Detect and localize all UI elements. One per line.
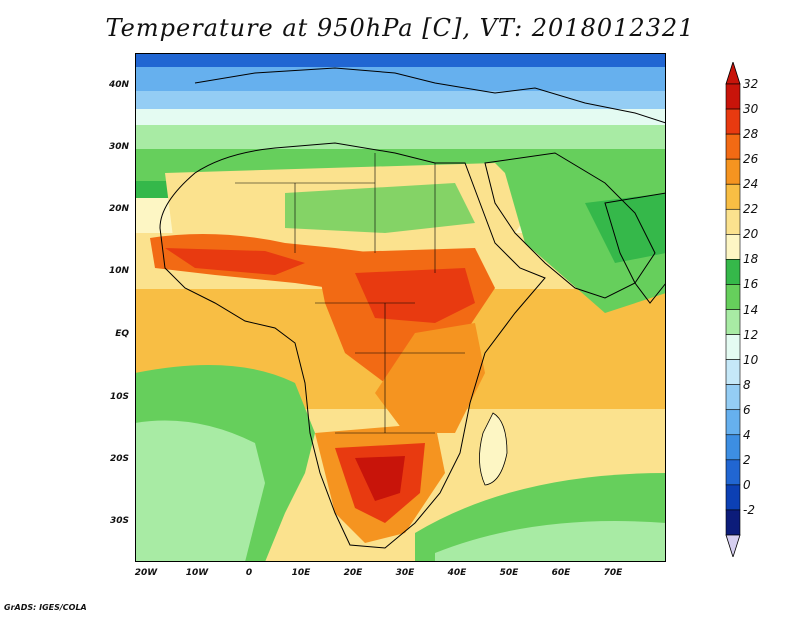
legend-swatch	[725, 459, 741, 486]
legend-swatch	[725, 234, 741, 260]
legend-swatch	[725, 208, 741, 235]
legend-label: 10	[743, 352, 759, 367]
legend-swatch	[725, 334, 741, 360]
lon-label-40e: 40E	[447, 568, 467, 578]
lat-label-20n: 20N	[108, 204, 129, 214]
legend-swatch	[725, 434, 741, 461]
sahara-green	[285, 183, 475, 233]
lat-label-eq: EQ	[115, 329, 129, 339]
lon-label-0: 0	[245, 568, 253, 578]
legend-label: -2	[743, 502, 755, 517]
legend-swatch	[725, 284, 741, 310]
legend-label: 2	[743, 452, 751, 467]
lon-label-20e: 20E	[343, 568, 363, 578]
legend-label: 28	[743, 127, 759, 142]
legend-swatch	[725, 384, 741, 411]
legend-swatch	[725, 183, 741, 210]
lon-label-70e: 70E	[603, 568, 623, 578]
south-ocean-lightgreen	[435, 521, 666, 562]
country-borders	[235, 153, 465, 434]
legend-label: 12	[743, 327, 759, 342]
legend-label: 32	[743, 77, 759, 91]
legend-label: 30	[743, 102, 759, 117]
legend-label: 16	[743, 277, 759, 292]
legend-swatch	[725, 484, 741, 511]
madagascar	[479, 412, 508, 486]
southern-africa-darkred	[355, 456, 405, 501]
legend-swatch	[725, 259, 741, 285]
color-legend	[725, 62, 741, 557]
legend-label: 6	[743, 402, 751, 417]
lat-label-20s: 20S	[109, 454, 129, 464]
legend-swatch	[725, 409, 741, 436]
lon-label-50e: 50E	[499, 568, 519, 578]
legend-label: 18	[743, 252, 759, 267]
lat-label-10s: 10S	[109, 392, 129, 402]
legend-swatch	[725, 158, 741, 185]
legend-swatch	[725, 133, 741, 160]
lat-label-30s: 30S	[109, 516, 129, 526]
africa-coastline	[159, 142, 546, 549]
lon-label-60e: 60E	[551, 568, 571, 578]
legend-swatch	[725, 83, 741, 110]
temperature-map	[135, 53, 666, 562]
india-coastline	[604, 192, 666, 304]
legend-bottom-arrow	[725, 534, 741, 557]
arabia-pale	[585, 193, 666, 263]
west-africa-very-hot	[165, 248, 305, 275]
lat-label-40n: 40N	[108, 80, 129, 90]
east-africa-orange	[375, 323, 485, 433]
legend-label: 14	[743, 302, 759, 317]
legend-label: 22	[743, 202, 759, 217]
lon-label-10e: 10E	[291, 568, 311, 578]
europe-coastline	[194, 67, 666, 124]
lon-label-20w: 20W	[134, 568, 158, 578]
lat-label-10n: 10N	[108, 266, 129, 276]
south-atlantic-lightgreen	[135, 420, 265, 562]
arabia-coastline	[484, 152, 656, 299]
lat-label-30n: 30N	[108, 142, 129, 152]
legend-swatch	[725, 359, 741, 385]
grads-credit: GrADS: IGES/COLA	[4, 603, 87, 612]
lon-label-30e: 30E	[395, 568, 415, 578]
legend-swatch	[725, 309, 741, 335]
map-title: Temperature at 950hPa [C], VT: 201801232…	[105, 14, 695, 42]
legend-label: 26	[743, 152, 759, 167]
legend-label: 24	[743, 177, 759, 192]
legend-swatch	[725, 509, 741, 536]
map-border	[135, 53, 666, 562]
legend-label: 8	[743, 377, 751, 392]
legend-label: 4	[743, 427, 751, 442]
legend-top-arrow	[725, 62, 741, 85]
legend-label: 0	[743, 477, 751, 492]
legend-swatch	[725, 108, 741, 135]
lon-label-10w: 10W	[185, 568, 209, 578]
legend-label: 20	[743, 227, 759, 242]
arabia-green	[505, 153, 666, 313]
